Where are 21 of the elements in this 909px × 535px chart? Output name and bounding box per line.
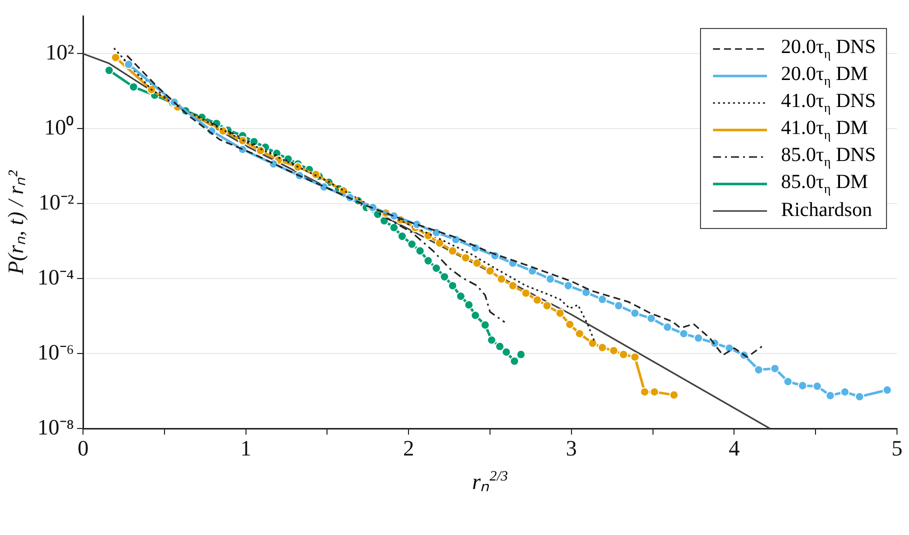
- y-tick-label: 10⁰: [44, 114, 74, 140]
- y-tick-label: 10⁻⁶: [37, 339, 74, 364]
- legend-label: Richardson: [781, 199, 872, 222]
- x-axis-title: rₙ$^{2/3}$: [471, 467, 509, 495]
- y-tick-label: 10⁻⁴: [37, 264, 74, 290]
- legend-label: 20.0τ$_{η}$ DNS: [781, 36, 876, 62]
- x-tick-label: 1: [240, 436, 252, 461]
- x-tick-label: 5: [892, 436, 902, 461]
- legend-label: 85.0τ$_{η}$ DM: [781, 170, 868, 197]
- x-tick-label: 3: [566, 436, 577, 461]
- x-tick-label: 2: [403, 436, 414, 461]
- y-tick-label: 10⁻⁸: [37, 414, 74, 440]
- y-tick-label: 10²: [45, 39, 74, 64]
- y-axis-title: P(rₙ, t) / rₙ²: [2, 170, 28, 276]
- legend-label: 85.0τ$_{η}$ DNS: [781, 144, 876, 170]
- legend-label: 41.0τ$_{η}$ DM: [781, 116, 868, 143]
- y-tick-label: 10⁻²: [38, 189, 74, 214]
- x-tick-label: 0: [78, 436, 89, 461]
- legend-label: 41.0τ$_{η}$ DNS: [781, 90, 876, 116]
- legend-label: 20.0τ$_{η}$ DM: [781, 62, 868, 89]
- x-tick-label: 4: [728, 436, 740, 461]
